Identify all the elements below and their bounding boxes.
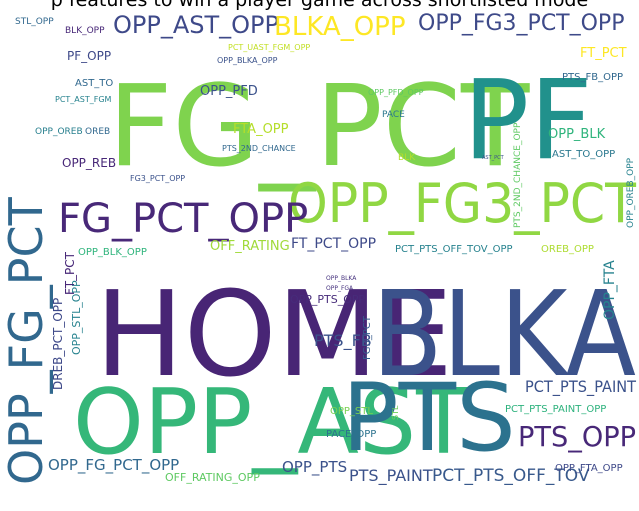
word-blka: BLKA xyxy=(372,265,636,403)
word-blk: BLK xyxy=(398,153,416,163)
word-opp-fg-pct-opp: OPP_FG_PCT_OPP xyxy=(48,456,179,475)
word-home: HOME xyxy=(95,265,453,403)
word-off-rating: OFF_RATING xyxy=(210,239,290,254)
word-opp-reb: OPP_REB xyxy=(62,156,116,170)
word-opp-fta: OPP_FTA xyxy=(602,260,618,320)
word-pct-uast-fgm-opp: PCT_UAST_FGM_OPP xyxy=(228,43,310,52)
word-ft-pct-opp: FT_PCT_OPP xyxy=(291,236,376,252)
word-opp-fg3-pct-opp: OPP_FG3_PCT_OPP xyxy=(418,11,624,36)
word-dreb-pct-opp: DREB_PCT_OPP xyxy=(51,298,65,390)
word-stl: STL xyxy=(391,405,400,420)
word-oreb: OREB xyxy=(85,127,110,137)
word-oreb-opp: OREB_OPP xyxy=(541,244,594,255)
word-opp-stl-opp: OPP_STL_OPP xyxy=(70,280,83,355)
word-ast-pct: AST_PCT xyxy=(482,155,505,161)
word-opp-ast: OPP_AST xyxy=(73,370,472,475)
word-pts: PTS xyxy=(342,364,516,473)
word-opp-fg3-pct: OPP_FG3_PCT xyxy=(288,172,637,235)
word-opp-pts: OPP_PTS xyxy=(282,458,347,477)
word-ft-pct: FT_PCT xyxy=(63,251,77,295)
word-pct-pts-off-tov-opp: PCT_PTS_OFF_TOV_OPP xyxy=(395,244,513,255)
word-pts-fb-opp: PTS_FB_OPP xyxy=(562,72,623,83)
word-blka-opp: BLKA_OPP xyxy=(274,12,406,42)
word-opp-ast-opp: OPP_AST_OPP xyxy=(113,11,279,39)
word-opp-pts-opp: OPP_PTS_OPP xyxy=(290,293,366,306)
word-pct-pts-off-tov: PCT_PTS_OFF_TOV xyxy=(432,466,590,486)
word-opp-oreb-opp: OPP_OREB_OPP xyxy=(626,157,636,228)
figure-title: p features to win a player game across s… xyxy=(50,0,589,11)
word-pts-2nd-chance-opp: PTS_2ND_CHANCE_OPP xyxy=(513,122,523,228)
word-opp-oreb: OPP_OREB xyxy=(35,127,83,137)
word-pts-paint: PTS_PAINT xyxy=(349,466,433,486)
word-fg3-pct-opp: FG3_PCT_OPP xyxy=(130,174,185,183)
word-fta-opp: FTA_OPP xyxy=(233,122,289,137)
word-opp-blk-opp: OPP_BLK_OPP xyxy=(78,247,147,258)
word-opp-blk: OPP_BLK xyxy=(548,127,606,142)
word-ft-pct: FT_PCT xyxy=(580,46,627,61)
word-fg-pct-opp: FG_PCT_OPP xyxy=(58,196,308,242)
word-pf-opp: PF_OPP xyxy=(67,49,111,63)
word-opp-pfd-opp: OPP_PFD_OPP xyxy=(368,88,424,97)
word-opp-fta-opp: OPP_FTA_OPP xyxy=(555,463,623,474)
word-opp-fg-pct: OPP_FG_PCT xyxy=(0,196,53,485)
word-opp-blka-opp: OPP_BLKA_OPP xyxy=(217,56,278,65)
word-pct-ast-fgm: PCT_AST_FGM xyxy=(55,95,112,104)
word-pf: PF xyxy=(463,56,593,184)
word-opp-fga: OPP_FGA xyxy=(326,285,354,292)
word-pct-pts-paint: PCT_PTS_PAINT xyxy=(525,377,636,397)
word-stl-opp: STL_OPP xyxy=(15,17,54,27)
word-fg-pct: FG_PCT xyxy=(108,62,530,192)
word-ast-to: AST_TO xyxy=(75,78,113,89)
word-opp-pfd: OPP_PFD xyxy=(200,84,258,99)
word-pace: PACE xyxy=(382,110,405,120)
word-ast-to-opp: AST_TO_OPP xyxy=(552,149,615,160)
word-off-rating-opp: OFF_RATING_OPP xyxy=(165,471,260,484)
word-pace-opp: PACE_OPP xyxy=(326,429,376,440)
word-pts-2nd-chance: PTS_2ND_CHANCE xyxy=(222,144,296,153)
word-fg3-pct: FG3_PCT xyxy=(362,315,373,360)
word-pts-fb: PTS_FB xyxy=(314,331,372,351)
word-pts-opp: PTS_OPP xyxy=(518,420,636,453)
word-opp-blka: OPP_BLKA xyxy=(326,275,357,282)
word-opp-stl: OPP_STL xyxy=(330,406,373,417)
word-pct-pts-paint-opp: PCT_PTS_PAINT_OPP xyxy=(505,404,606,415)
word-blk-opp: BLK_OPP xyxy=(65,26,105,36)
